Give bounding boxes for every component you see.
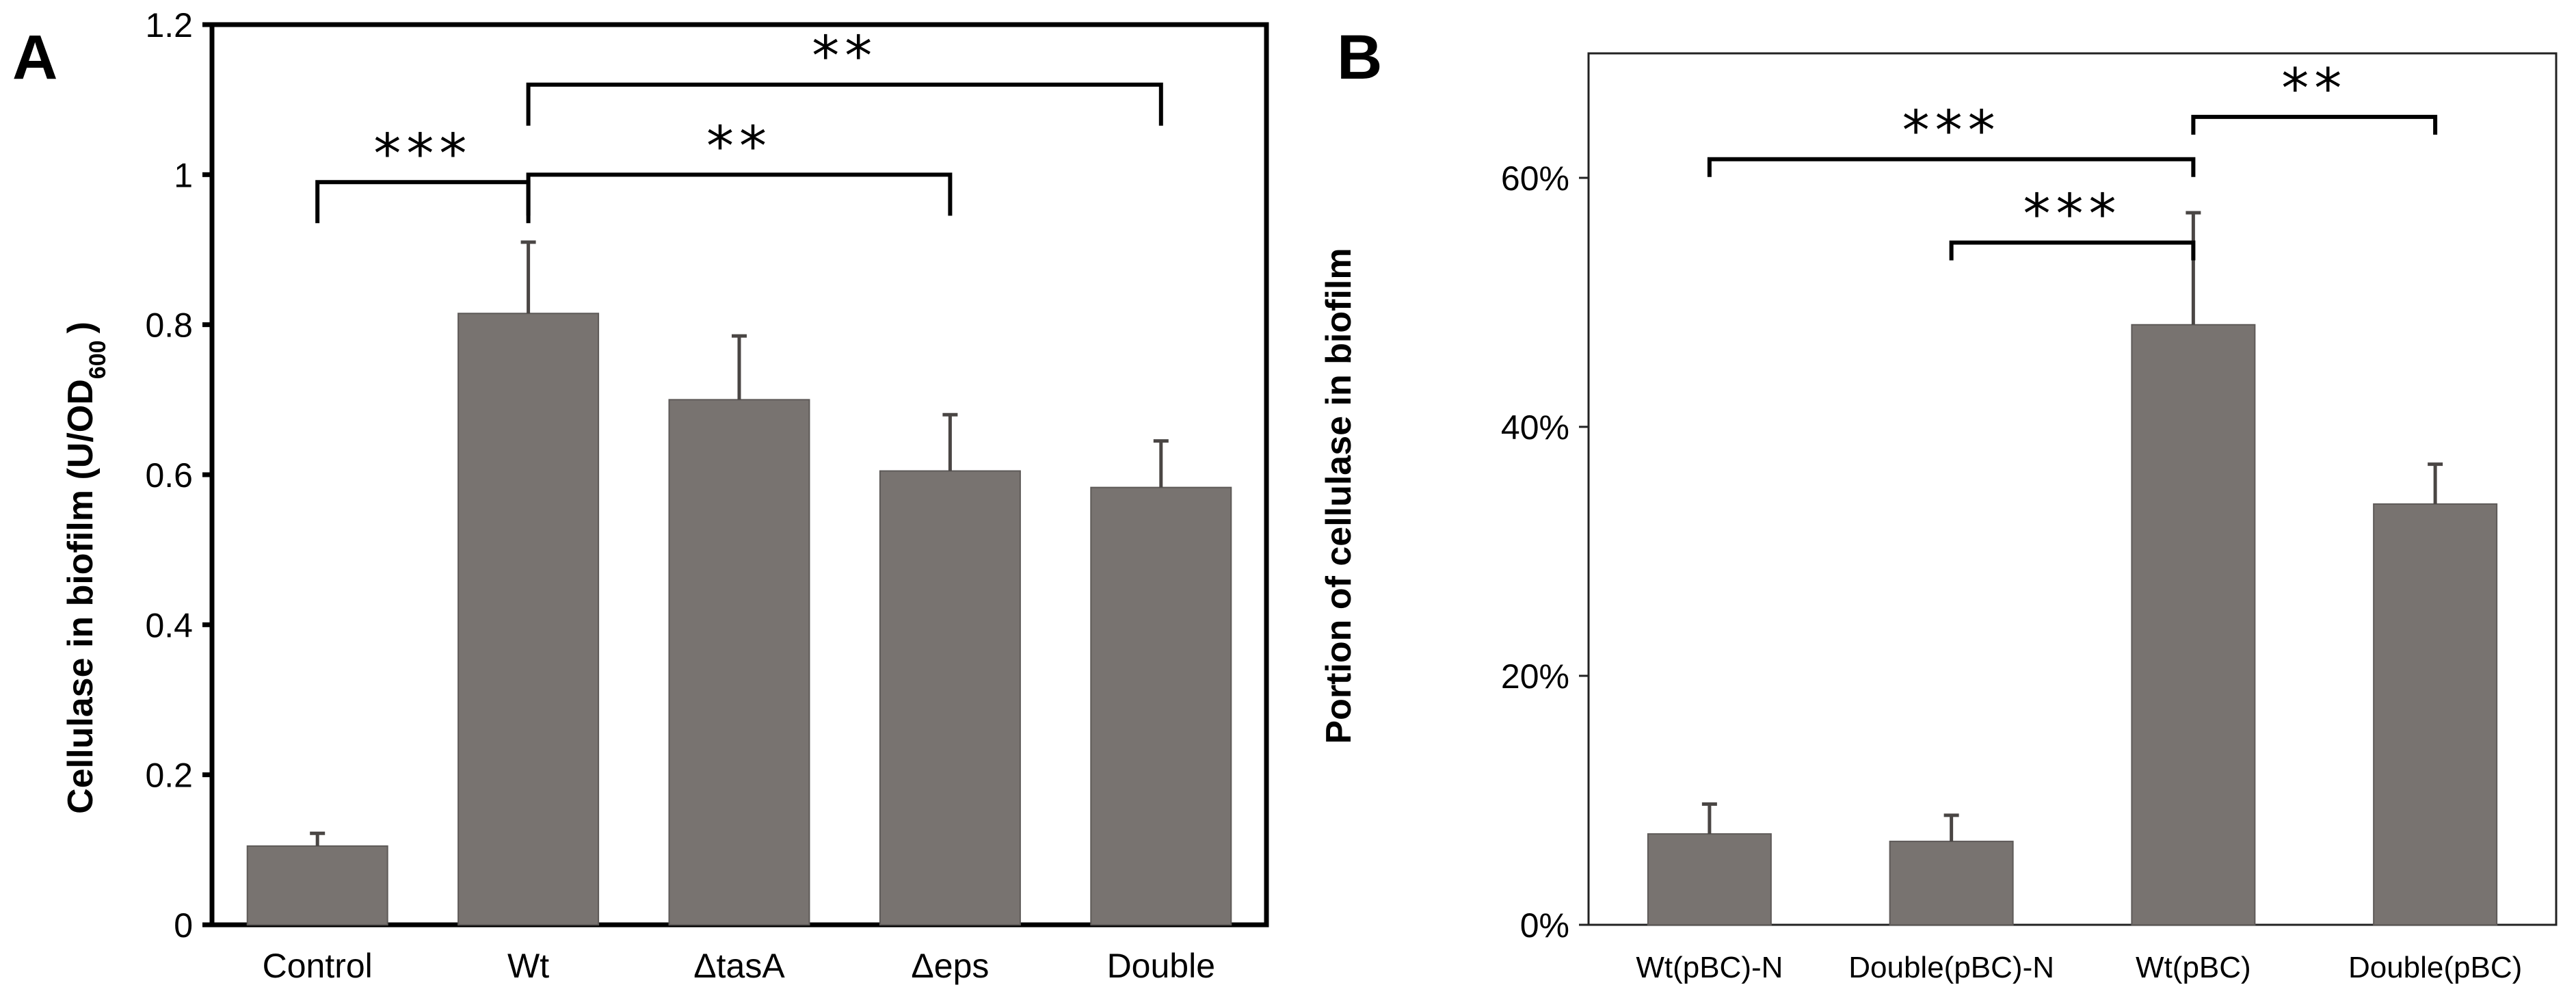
panel-b-bar-2: [2131, 324, 2256, 925]
panel-a-letter: A: [12, 23, 57, 92]
panel-b-significance-bracket-1: [1949, 240, 2196, 261]
panel-a-significance-bracket-0: [315, 180, 531, 224]
panel-a-bar-2: [668, 399, 810, 925]
panel-a-bar-3: [879, 470, 1021, 925]
panel-b-significance-label-0: ***: [1902, 99, 2001, 163]
panel-a-significance-label-2: **: [812, 25, 877, 88]
panel-b-plot-frame: [1587, 52, 2558, 926]
panel-a-y-axis-label: Cellulase in biofilm (U/OD600): [61, 321, 111, 814]
panel-b-significance-label-2: **: [2281, 57, 2347, 120]
panel-b-bar-1: [1889, 841, 2014, 926]
panel-b-bar-0: [1647, 833, 1772, 926]
panel-b-letter: B: [1337, 23, 1382, 92]
panel-a-x-tick-label-3: Δeps: [911, 947, 989, 985]
panel-a-bar-1: [457, 313, 600, 925]
panel-a-y-axis-label-main: Cellulase in biofilm (U/OD: [61, 379, 101, 814]
panel-b-y-tick-label: 40%: [1501, 408, 1569, 447]
panel-a-x-tick-label-4: Double: [1107, 947, 1215, 985]
panel-b-significance-bracket-2: [2191, 114, 2438, 135]
panel-a-bar-4: [1090, 486, 1232, 925]
panel-a-significance-label-1: **: [706, 114, 772, 178]
panel-a-y-tick-label: 0.6: [145, 456, 193, 495]
panel-a-bar-0: [246, 845, 388, 925]
panel-a-x-tick-label-2: ΔtasA: [693, 947, 785, 985]
panel-a-y-tick-label: 0.2: [145, 757, 193, 795]
panel-b-plot-area: 0% 20% 40% 60% Wt(pBC)-N Double(pBC)-N Wt(pBC)…: [1501, 52, 2558, 984]
panel-a-x-tick-label-0: Control: [263, 947, 373, 985]
panel-a-x-tick-label-1: Wt: [507, 947, 549, 985]
panel-a-y-tick-label: 1: [174, 156, 193, 194]
panel-a-y-tick-label: 0: [174, 906, 193, 945]
panel-a-y-tick-label: 0.4: [145, 606, 193, 644]
panel-a-y-axis-label-subscript: 600: [85, 340, 111, 379]
panel-b-y-axis-label: Portion of cellulase in biofilm: [1319, 248, 1359, 744]
panel-b-significance-bracket-0: [1707, 157, 2196, 177]
panel-a-significance-bracket-1: [526, 172, 953, 216]
panel-a: A Cellulase in biofilm (U/OD600) 0 0.2 0.4…: [12, 6, 1269, 985]
panel-a-significance-bracket-2: [526, 82, 1163, 126]
panel-a-y-axis-label-close: ): [61, 321, 101, 333]
panel-b: B Portion of cellulase in biofilm 0% 20% 4…: [1319, 23, 2558, 984]
panel-a-plot-area: 0 0.2 0.4 0.6 0.8 1 1.2 Control Wt ΔtasA Δeps Doubl…: [145, 6, 1269, 985]
panel-b-significance-label-1: ***: [2023, 183, 2122, 246]
panel-a-significance-label-0: ***: [373, 122, 472, 185]
panel-a-y-tick-label: 1.2: [145, 6, 193, 44]
panel-b-x-tick-label-3: Double(pBC): [2348, 951, 2522, 984]
panel-b-x-tick-label-1: Double(pBC)-N: [1848, 951, 2054, 984]
panel-a-y-tick-label: 0.8: [145, 306, 193, 345]
panel-b-bar-3: [2373, 503, 2498, 925]
panel-b-x-tick-label-2: Wt(pBC): [2136, 951, 2251, 984]
panel-b-y-tick-label: 60%: [1501, 159, 1569, 198]
panel-b-y-tick-label: 0%: [1520, 906, 1569, 945]
panel-b-x-tick-label-0: Wt(pBC)-N: [1636, 951, 1783, 984]
panel-b-y-tick-label: 20%: [1501, 657, 1569, 696]
